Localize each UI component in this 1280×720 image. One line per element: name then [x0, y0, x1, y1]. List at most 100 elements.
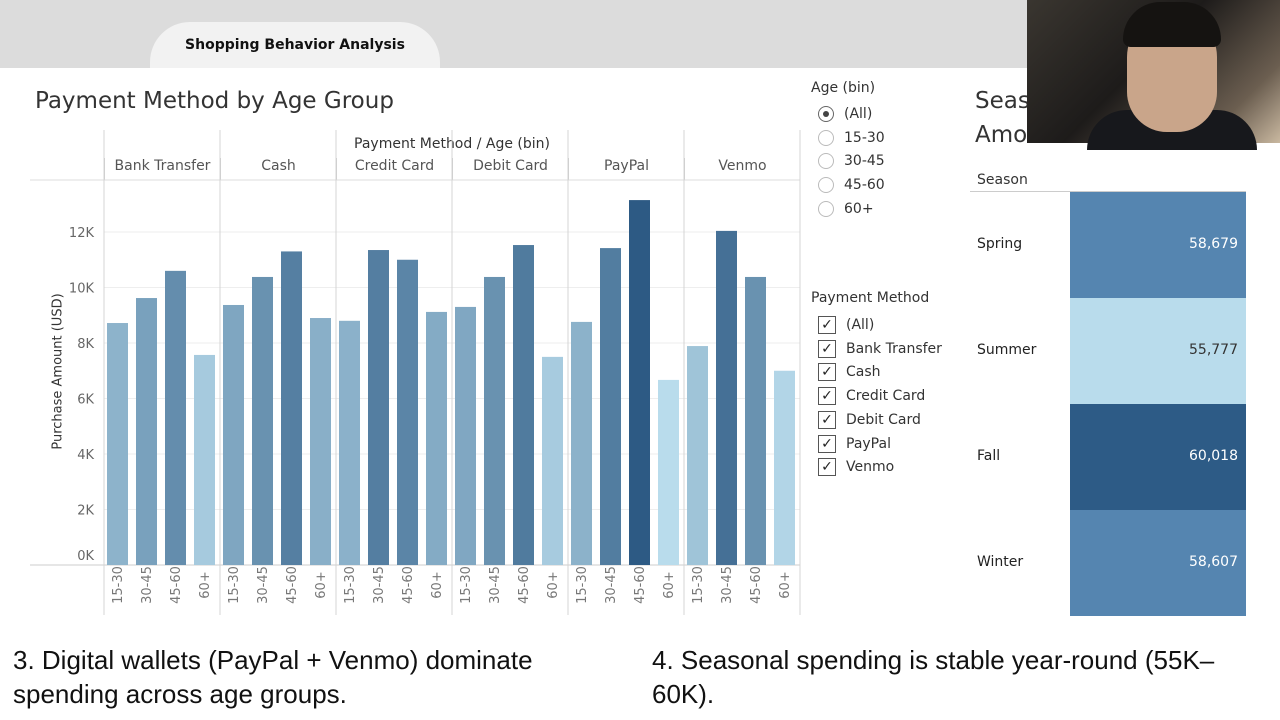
season-value: 55,777 [1189, 342, 1238, 358]
option-label: Venmo [846, 459, 895, 476]
x-tick-label: 45-60 [285, 566, 300, 604]
payment-option[interactable]: ✓ Bank Transfer [818, 339, 942, 358]
radio-button[interactable] [818, 153, 834, 170]
radio-button[interactable] [818, 200, 834, 217]
bar-cash-15-30[interactable] [223, 304, 244, 565]
bar-debit-card-60+[interactable] [542, 356, 563, 565]
chart-title: Payment Method by Age Group [35, 88, 394, 114]
bar-debit-card-45-60[interactable] [513, 245, 534, 566]
bar-chart: 0K 2K 4K 6K 8K 10K 12K 15-30 30-45 45-60 60+ 15-30 3… [30, 130, 801, 615]
radio-button[interactable] [818, 177, 834, 194]
season-row: Winter 58,607 [970, 510, 1246, 616]
option-label: 60+ [844, 200, 874, 217]
y-tick-label: 8K [77, 337, 94, 352]
x-tick-label: 15-30 [691, 566, 706, 604]
season-label: Fall [977, 448, 1001, 464]
checkbox-checked-icon[interactable]: ✓ [818, 387, 836, 406]
radio-button[interactable] [818, 106, 834, 122]
bar-credit-card-60+[interactable] [426, 311, 447, 565]
bar-debit-card-15-30[interactable] [455, 306, 476, 565]
caption-left: 3. Digital wallets (PayPal + Venmo) domi… [13, 645, 533, 709]
x-tick-label: 30-45 [488, 566, 503, 604]
bar-paypal-30-45[interactable] [600, 248, 621, 565]
payment-option[interactable]: ✓ Debit Card [818, 410, 921, 429]
bar-debit-card-30-45[interactable] [484, 276, 505, 565]
x-tick-label: 30-45 [256, 566, 271, 604]
bar-bank-transfer-45-60[interactable] [165, 270, 186, 565]
bar-venmo-15-30[interactable] [687, 346, 708, 565]
age-option[interactable]: 60+ [818, 200, 874, 217]
payment-option[interactable]: ✓ PayPal [818, 434, 891, 453]
bar-credit-card-15-30[interactable] [339, 320, 360, 565]
bar-bank-transfer-30-45[interactable] [136, 298, 157, 565]
webcam-overlay [1027, 0, 1280, 150]
payment-option[interactable]: ✓ Cash [818, 363, 881, 382]
x-tick-label: 45-60 [169, 566, 184, 604]
x-tick-label: 30-45 [720, 566, 735, 604]
season-value: 58,607 [1189, 554, 1238, 570]
age-option[interactable]: 15-30 [818, 129, 885, 146]
bar-venmo-30-45[interactable] [716, 230, 737, 565]
bar-venmo-45-60[interactable] [745, 276, 766, 565]
option-label: Debit Card [846, 411, 921, 428]
x-tick-label: 60+ [546, 571, 561, 598]
bar-credit-card-45-60[interactable] [397, 259, 418, 565]
checkbox-checked-icon[interactable]: ✓ [818, 458, 836, 477]
season-column-header: Season [977, 172, 1028, 188]
bar-cash-60+[interactable] [310, 318, 331, 565]
caption-right: 4. Seasonal spending is stable year-roun… [652, 645, 1215, 709]
bar-paypal-60+[interactable] [658, 379, 679, 565]
season-label: Summer [977, 342, 1037, 358]
y-tick-label: 6K [77, 393, 94, 408]
x-tick-label: 30-45 [140, 566, 155, 604]
x-tick-label: 60+ [198, 571, 213, 598]
y-tick-label: 4K [77, 448, 94, 463]
payment-option[interactable]: ✓ Venmo [818, 458, 895, 477]
y-tick-label: 0K [77, 549, 94, 564]
checkbox-checked-icon[interactable]: ✓ [818, 363, 836, 382]
option-label: (All) [846, 317, 875, 333]
season-row: Spring 58,679 [970, 192, 1246, 298]
bar-bank-transfer-15-30[interactable] [107, 323, 128, 565]
checkbox-checked-icon[interactable]: ✓ [818, 410, 836, 429]
season-cell[interactable]: 55,777 [1070, 298, 1246, 404]
bar-venmo-60+[interactable] [774, 370, 795, 565]
bar-cash-30-45[interactable] [252, 276, 273, 565]
x-tick-label: 15-30 [459, 566, 474, 604]
season-value: 60,018 [1189, 448, 1238, 464]
season-cell[interactable]: 58,607 [1070, 510, 1246, 616]
season-row: Fall 60,018 [970, 404, 1246, 510]
x-tick-label: 60+ [430, 571, 445, 598]
bar-cash-45-60[interactable] [281, 251, 302, 566]
season-cell[interactable]: 60,018 [1070, 404, 1246, 510]
season-row: Summer 55,777 [970, 298, 1246, 404]
payment-option[interactable]: ✓ Credit Card [818, 387, 925, 406]
radio-button[interactable] [818, 129, 834, 146]
age-option[interactable]: 30-45 [818, 153, 885, 170]
payment-option[interactable]: ✓ (All) [818, 316, 874, 334]
bar-bank-transfer-60+[interactable] [194, 354, 215, 565]
x-tick-label: 15-30 [575, 566, 590, 604]
season-label: Winter [977, 554, 1024, 570]
bar-credit-card-30-45[interactable] [368, 250, 389, 565]
payment-filter-title: Payment Method [811, 290, 930, 306]
bar-paypal-45-60[interactable] [629, 200, 650, 565]
option-label: (All) [844, 106, 873, 122]
bar-paypal-15-30[interactable] [571, 321, 592, 565]
checkbox-checked-icon[interactable]: ✓ [818, 339, 836, 358]
option-label: 30-45 [844, 153, 885, 170]
age-option[interactable]: (All) [818, 106, 872, 122]
dashboard-tab[interactable]: Shopping Behavior Analysis [150, 22, 440, 68]
x-tick-label: 15-30 [227, 566, 242, 604]
x-tick-label: 60+ [314, 571, 329, 598]
season-value: 58,679 [1189, 236, 1238, 252]
checkbox-checked-icon[interactable]: ✓ [818, 434, 836, 453]
season-cell[interactable]: 58,679 [1070, 192, 1246, 298]
y-tick-label: 10K [69, 282, 95, 297]
x-tick-label: 45-60 [749, 566, 764, 604]
x-tick-label: 60+ [778, 571, 793, 598]
x-tick-label: 30-45 [604, 566, 619, 604]
age-option[interactable]: 45-60 [818, 177, 885, 194]
checkbox-checked-icon[interactable]: ✓ [818, 316, 836, 334]
season-label: Spring [977, 236, 1023, 252]
